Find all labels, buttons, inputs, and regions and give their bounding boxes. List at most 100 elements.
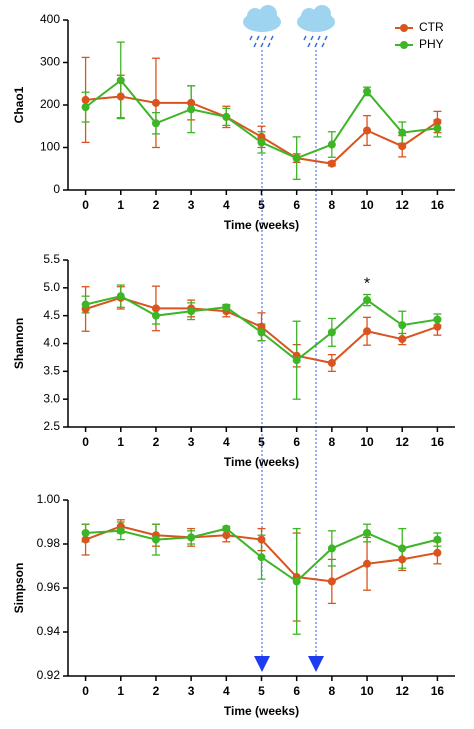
data-point	[292, 154, 301, 163]
data-point	[81, 529, 90, 537]
data-point	[363, 559, 372, 568]
data-point	[398, 142, 407, 151]
x-tick-label: 8	[329, 198, 336, 212]
x-tick-label: 6	[293, 198, 300, 212]
x-tick-label: 10	[360, 684, 374, 698]
data-point	[363, 327, 372, 336]
x-tick-label: 1	[117, 198, 124, 212]
data-point	[222, 112, 231, 121]
x-tick-label: 1	[117, 435, 124, 449]
data-point	[257, 138, 266, 147]
data-point	[327, 577, 336, 586]
x-axis-label: Time (weeks)	[224, 455, 299, 469]
data-point	[257, 553, 266, 562]
data-point	[187, 98, 196, 107]
y-tick-label: 0.92	[37, 668, 61, 682]
x-tick-label: 5	[258, 435, 265, 449]
x-tick-label: 12	[396, 684, 410, 698]
data-point	[363, 126, 372, 135]
data-point	[187, 307, 196, 316]
data-point	[222, 524, 231, 533]
legend-label: PHY	[419, 37, 444, 51]
data-point	[222, 303, 231, 312]
data-point	[222, 531, 231, 540]
x-tick-label: 8	[329, 435, 336, 449]
data-point	[433, 124, 442, 133]
data-point	[151, 535, 160, 544]
data-point	[151, 311, 160, 320]
y-tick-label: 5.5	[43, 252, 60, 266]
data-point	[151, 119, 160, 128]
x-tick-label: 0	[82, 684, 89, 698]
y-tick-label: 3.5	[43, 364, 60, 378]
x-tick-label: 10	[360, 435, 374, 449]
y-axis-label: Shannon	[12, 318, 26, 369]
data-point	[363, 529, 372, 537]
data-point	[398, 128, 407, 137]
data-point	[433, 322, 442, 331]
annotation: *	[364, 276, 370, 293]
x-tick-label: 0	[82, 198, 89, 212]
data-point	[398, 321, 407, 330]
y-axis-label: Chao1	[12, 86, 26, 123]
x-tick-label: 12	[396, 435, 410, 449]
data-point	[187, 105, 196, 114]
y-tick-label: 100	[40, 140, 60, 154]
y-tick-label: 4.0	[43, 336, 60, 350]
data-point	[81, 300, 90, 309]
data-point	[327, 159, 336, 168]
data-point	[327, 328, 336, 337]
y-tick-label: 400	[40, 12, 60, 26]
legend-marker	[400, 41, 408, 49]
x-tick-label: 1	[117, 684, 124, 698]
event-marker	[308, 656, 324, 672]
data-point	[327, 358, 336, 367]
x-tick-label: 8	[329, 684, 336, 698]
data-point	[292, 577, 301, 586]
data-point	[363, 296, 372, 305]
x-tick-label: 6	[293, 684, 300, 698]
x-tick-label: 16	[431, 198, 445, 212]
y-tick-label: 300	[40, 55, 60, 69]
y-tick-label: 1.00	[37, 492, 61, 506]
data-point	[116, 526, 125, 535]
x-tick-label: 10	[360, 198, 374, 212]
data-point	[151, 304, 160, 313]
event-marker	[254, 656, 270, 672]
x-tick-label: 3	[188, 198, 195, 212]
data-point	[433, 118, 442, 126]
x-tick-label: 2	[153, 684, 160, 698]
data-point	[363, 87, 372, 96]
rain-icon	[243, 5, 281, 48]
data-point	[398, 555, 407, 564]
x-tick-label: 2	[153, 435, 160, 449]
data-point	[257, 535, 266, 544]
x-tick-label: 4	[223, 435, 230, 449]
data-point	[257, 322, 266, 331]
y-tick-label: 5.0	[43, 280, 60, 294]
y-tick-label: 200	[40, 97, 60, 111]
x-axis-label: Time (weeks)	[224, 218, 299, 232]
x-tick-label: 12	[396, 198, 410, 212]
data-point	[81, 103, 90, 112]
data-point	[433, 315, 442, 324]
data-point	[292, 356, 301, 365]
data-point	[257, 328, 266, 337]
y-tick-label: 3.0	[43, 391, 60, 405]
y-axis-label: Simpson	[12, 563, 26, 614]
x-tick-label: 16	[431, 684, 445, 698]
data-point	[81, 535, 90, 544]
legend-marker	[400, 24, 408, 32]
x-tick-label: 3	[188, 684, 195, 698]
data-point	[433, 548, 442, 557]
y-tick-label: 2.5	[43, 419, 60, 433]
data-point	[116, 76, 125, 85]
y-tick-label: 4.5	[43, 308, 60, 322]
data-point	[327, 140, 336, 149]
x-tick-label: 2	[153, 198, 160, 212]
x-tick-label: 5	[258, 684, 265, 698]
y-tick-label: 0.94	[37, 624, 61, 638]
data-point	[398, 544, 407, 553]
y-tick-label: 0	[53, 182, 60, 196]
data-point	[151, 98, 160, 107]
